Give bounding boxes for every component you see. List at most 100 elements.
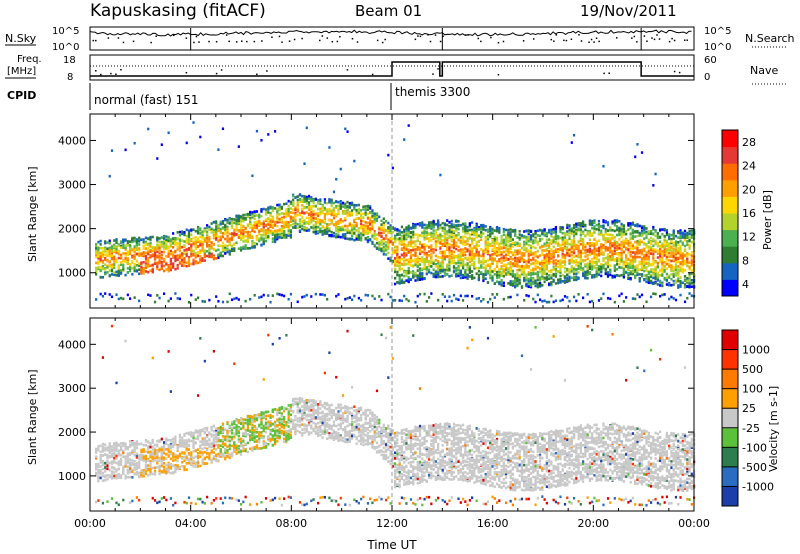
echo-cell xyxy=(276,292,279,296)
echo-cell xyxy=(600,225,603,228)
noise-dot xyxy=(261,40,263,42)
echo-cell xyxy=(242,217,245,220)
echo-cell xyxy=(341,209,345,213)
echo-cell xyxy=(378,241,381,244)
echo-cell xyxy=(518,230,521,233)
echo-cell xyxy=(258,296,261,299)
echo-cell xyxy=(314,217,317,221)
echo-cell xyxy=(208,298,211,302)
echo-cell xyxy=(554,240,558,244)
echo-cell xyxy=(527,277,530,281)
echo-cell xyxy=(147,270,150,274)
echo-cell xyxy=(432,234,435,237)
echo-cell xyxy=(369,216,372,220)
echo-cell xyxy=(486,230,490,234)
noise-dot xyxy=(477,37,480,40)
echo-cell xyxy=(344,202,347,206)
echo-cell xyxy=(504,263,508,267)
echo-cell xyxy=(158,296,161,300)
echo-cell xyxy=(262,233,265,237)
echo-cell xyxy=(294,224,297,228)
echo-cell xyxy=(206,239,209,243)
echo-cell xyxy=(545,257,548,261)
echo-cell xyxy=(400,281,404,285)
echo-cell xyxy=(117,272,120,276)
echo-cell xyxy=(235,228,238,232)
echo-cell xyxy=(350,233,354,236)
echo-cell xyxy=(369,205,372,208)
echo-cell xyxy=(95,266,98,270)
echo-cell xyxy=(335,294,338,298)
echo-cell xyxy=(323,208,326,212)
echo-cell xyxy=(541,273,544,276)
echo-cell xyxy=(319,222,322,226)
echo-cell xyxy=(181,261,184,265)
echo-cell xyxy=(507,282,510,285)
noise-dot xyxy=(95,39,97,42)
echo-cell xyxy=(486,250,490,253)
echo-cell xyxy=(541,237,544,241)
echo-cell xyxy=(403,251,406,255)
echo-cell xyxy=(237,217,240,221)
echo-cell xyxy=(609,239,612,243)
echo-cell xyxy=(572,278,576,282)
echo-cell xyxy=(520,264,524,268)
echo-cell xyxy=(550,232,553,236)
echo-cell xyxy=(221,219,225,223)
echo-cell xyxy=(228,217,231,221)
echo-cell xyxy=(298,193,302,197)
echo-cell xyxy=(115,293,118,296)
echo-cell xyxy=(437,272,440,276)
echo-cell xyxy=(532,233,535,236)
echo-cell xyxy=(430,249,433,253)
echo-cell xyxy=(491,253,494,256)
echo-cell xyxy=(140,254,143,257)
echo-cell xyxy=(183,252,186,256)
echo-cell xyxy=(110,149,114,152)
echo-cell xyxy=(382,229,385,232)
echo-cell xyxy=(278,220,281,224)
echo-cell xyxy=(416,258,419,262)
echo-cell xyxy=(591,226,594,230)
echo-cell xyxy=(273,223,277,227)
echo-cell xyxy=(495,270,499,274)
echo-cell xyxy=(373,237,376,240)
echo-cell xyxy=(394,240,397,244)
echo-cell xyxy=(190,254,193,258)
echo-cell xyxy=(319,227,322,231)
echo-cell xyxy=(301,207,304,211)
echo-cell xyxy=(493,244,496,248)
echo-cell xyxy=(289,202,293,206)
echo-cell xyxy=(606,246,610,250)
echo-cell xyxy=(382,242,385,245)
echo-cell xyxy=(262,220,265,223)
echo-cell xyxy=(215,238,218,241)
echo-cell xyxy=(215,225,218,228)
echo-cell xyxy=(224,252,227,255)
echo-cell xyxy=(538,285,542,288)
echo-cell xyxy=(414,263,417,267)
echo-cell xyxy=(101,255,105,258)
echo-cell xyxy=(104,250,107,253)
echo-cell xyxy=(495,236,499,240)
echo-cell xyxy=(427,237,431,240)
echo-cell xyxy=(185,237,188,241)
echo-cell xyxy=(554,262,558,265)
echo-cell xyxy=(301,204,304,207)
echo-cell xyxy=(591,234,594,237)
echo-cell xyxy=(226,247,229,251)
echo-cell xyxy=(192,262,195,266)
echo-cell xyxy=(471,270,474,273)
echo-cell xyxy=(473,254,476,258)
echo-cell xyxy=(271,237,274,240)
echo-cell xyxy=(203,259,206,262)
echo-cell xyxy=(443,229,447,233)
echo-cell xyxy=(602,264,605,268)
echo-cell xyxy=(534,279,537,283)
echo-cell xyxy=(219,254,222,258)
echo-cell xyxy=(584,259,587,262)
echo-cell xyxy=(412,240,415,244)
echo-cell xyxy=(604,232,607,236)
echo-cell xyxy=(563,266,567,270)
echo-cell xyxy=(423,260,426,263)
